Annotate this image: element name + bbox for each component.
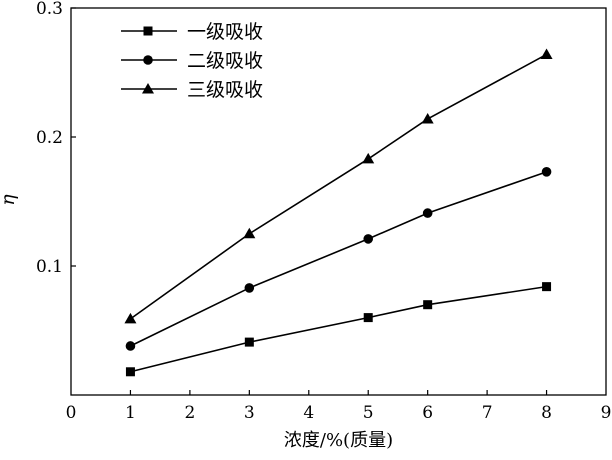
legend-label: 三级吸收 (187, 79, 263, 101)
legend-marker-circle (143, 55, 153, 65)
data-point-circle (541, 167, 552, 177)
x-axis-title: 浓度/%(质量) (284, 430, 393, 451)
legend-marker-square (143, 26, 153, 36)
data-point-square (125, 367, 135, 377)
y-axis-ticks: 0.1 0.2 0.3 (36, 0, 76, 277)
legend-label: 二级吸收 (187, 50, 263, 72)
x-tick-label: 8 (541, 403, 552, 423)
x-tick-label: 5 (363, 403, 374, 423)
legend-item: 一级吸收 (121, 21, 263, 43)
x-tick-label: 0 (66, 403, 77, 423)
series-3 (124, 48, 553, 324)
data-point-circle (422, 208, 433, 218)
x-tick-label: 9 (601, 403, 612, 423)
x-tick-label: 1 (125, 403, 136, 423)
data-point-square (244, 337, 254, 347)
data-point-square (363, 313, 373, 323)
y-tick-label: 0.3 (36, 0, 63, 19)
x-tick-label: 4 (303, 403, 314, 423)
legend-item: 三级吸收 (121, 79, 263, 101)
data-point-triangle (540, 48, 553, 59)
x-tick-label: 7 (482, 403, 493, 423)
data-point-square (423, 300, 433, 310)
series-line (130, 285, 547, 373)
plot-frame (70, 7, 607, 396)
data-point-triangle (124, 312, 137, 324)
x-tick-label: 3 (244, 403, 255, 423)
x-axis-ticks: 0 1 2 3 4 5 6 7 8 9 (66, 390, 612, 423)
series-2 (125, 167, 552, 351)
data-point-circle (125, 341, 136, 351)
data-point-circle (244, 283, 255, 293)
data-point-triangle (243, 227, 256, 239)
legend-marker-triangle (142, 83, 154, 94)
y-tick-label: 0.1 (36, 257, 63, 277)
data-point-square (542, 282, 552, 292)
legend-label: 一级吸收 (187, 21, 263, 43)
x-tick-label: 2 (184, 403, 195, 423)
series-layer (124, 48, 553, 377)
legend-item: 二级吸收 (121, 50, 263, 72)
data-point-triangle (421, 112, 434, 124)
y-tick-label: 0.2 (36, 128, 63, 148)
data-point-triangle (362, 152, 375, 164)
x-tick-label: 6 (422, 403, 433, 423)
data-point-circle (363, 234, 374, 244)
series-1 (125, 282, 552, 377)
series-line (130, 171, 547, 347)
y-axis-title: η (0, 194, 19, 206)
